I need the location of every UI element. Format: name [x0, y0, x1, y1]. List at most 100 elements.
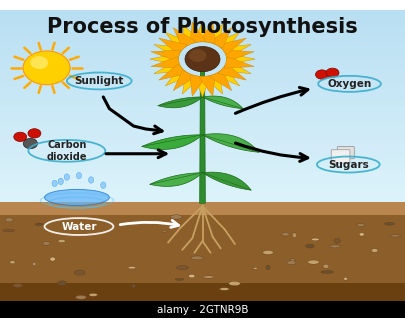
Text: Water: Water	[61, 221, 97, 232]
Ellipse shape	[371, 249, 378, 252]
Polygon shape	[142, 135, 202, 149]
Polygon shape	[0, 16, 405, 22]
Ellipse shape	[334, 238, 340, 243]
Polygon shape	[154, 60, 183, 74]
Ellipse shape	[189, 274, 195, 278]
Ellipse shape	[77, 172, 82, 179]
Ellipse shape	[58, 281, 66, 286]
Text: Oxygen: Oxygen	[327, 79, 372, 89]
Polygon shape	[0, 132, 405, 139]
Ellipse shape	[321, 271, 334, 273]
Ellipse shape	[282, 232, 290, 236]
Polygon shape	[182, 24, 201, 45]
Ellipse shape	[88, 177, 94, 183]
Ellipse shape	[253, 267, 257, 269]
Ellipse shape	[330, 245, 341, 248]
FancyBboxPatch shape	[331, 150, 350, 163]
Polygon shape	[0, 164, 405, 171]
Circle shape	[185, 46, 220, 72]
Ellipse shape	[292, 233, 296, 238]
Ellipse shape	[162, 231, 167, 232]
Ellipse shape	[43, 242, 50, 245]
Polygon shape	[0, 48, 405, 55]
Text: Sunlight: Sunlight	[75, 76, 124, 86]
Polygon shape	[218, 64, 246, 80]
Ellipse shape	[64, 174, 70, 180]
Polygon shape	[0, 215, 405, 301]
Polygon shape	[150, 53, 179, 65]
Polygon shape	[204, 73, 223, 94]
Polygon shape	[0, 61, 405, 68]
Polygon shape	[151, 57, 181, 68]
Ellipse shape	[3, 229, 15, 232]
Ellipse shape	[128, 267, 136, 269]
Polygon shape	[0, 68, 405, 74]
Polygon shape	[190, 22, 206, 44]
Polygon shape	[0, 29, 405, 36]
Polygon shape	[0, 81, 405, 87]
Polygon shape	[214, 67, 240, 86]
Polygon shape	[0, 139, 405, 145]
Polygon shape	[0, 283, 405, 301]
Ellipse shape	[45, 189, 109, 205]
Polygon shape	[214, 32, 240, 51]
Polygon shape	[173, 70, 196, 91]
Polygon shape	[209, 28, 232, 48]
Polygon shape	[202, 96, 243, 108]
Polygon shape	[0, 152, 405, 158]
Polygon shape	[199, 22, 215, 44]
Polygon shape	[165, 32, 191, 51]
Polygon shape	[0, 22, 405, 29]
Ellipse shape	[263, 251, 273, 254]
Ellipse shape	[385, 222, 394, 225]
Polygon shape	[0, 145, 405, 152]
Polygon shape	[194, 21, 211, 42]
Polygon shape	[0, 301, 405, 318]
Ellipse shape	[359, 233, 364, 236]
Ellipse shape	[202, 276, 215, 278]
Polygon shape	[199, 75, 215, 96]
Polygon shape	[159, 38, 187, 54]
Circle shape	[30, 56, 48, 69]
Polygon shape	[0, 74, 405, 81]
Ellipse shape	[266, 265, 270, 269]
Polygon shape	[0, 177, 405, 184]
Ellipse shape	[175, 278, 184, 280]
Ellipse shape	[357, 224, 365, 227]
Ellipse shape	[305, 244, 314, 248]
Ellipse shape	[32, 262, 36, 266]
Text: alamy - 2GTNR9B: alamy - 2GTNR9B	[157, 305, 248, 315]
Ellipse shape	[58, 178, 63, 185]
Polygon shape	[0, 10, 405, 16]
Polygon shape	[0, 100, 405, 107]
Polygon shape	[0, 119, 405, 126]
Ellipse shape	[58, 240, 66, 243]
FancyBboxPatch shape	[337, 147, 354, 159]
Polygon shape	[0, 202, 405, 215]
Polygon shape	[224, 50, 254, 61]
Polygon shape	[0, 184, 405, 190]
Text: Sugars: Sugars	[328, 159, 369, 170]
Polygon shape	[182, 73, 201, 94]
Ellipse shape	[344, 277, 347, 280]
Ellipse shape	[311, 238, 319, 241]
Polygon shape	[158, 97, 202, 108]
Polygon shape	[222, 44, 251, 58]
Circle shape	[14, 132, 27, 141]
Ellipse shape	[390, 235, 401, 237]
Polygon shape	[0, 171, 405, 177]
Ellipse shape	[308, 260, 319, 264]
Polygon shape	[0, 93, 405, 100]
Ellipse shape	[35, 223, 43, 226]
Ellipse shape	[5, 218, 13, 222]
Polygon shape	[173, 28, 196, 48]
Polygon shape	[209, 70, 232, 91]
Polygon shape	[154, 44, 183, 58]
Polygon shape	[218, 38, 246, 54]
Polygon shape	[0, 190, 405, 197]
Ellipse shape	[89, 293, 98, 296]
Text: Process of Photosynthesis: Process of Photosynthesis	[47, 17, 358, 37]
Polygon shape	[0, 42, 405, 48]
Circle shape	[23, 51, 70, 85]
Ellipse shape	[132, 284, 136, 288]
